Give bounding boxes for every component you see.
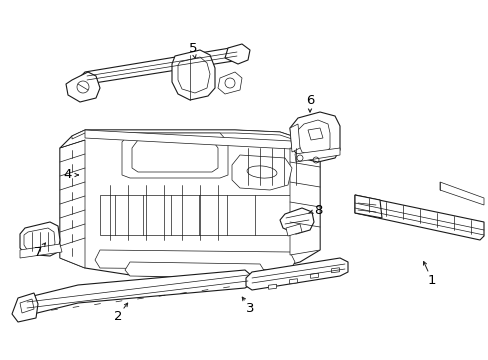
Polygon shape bbox=[224, 44, 249, 64]
Polygon shape bbox=[294, 148, 339, 162]
Text: 4: 4 bbox=[63, 168, 72, 181]
Polygon shape bbox=[60, 140, 85, 268]
Polygon shape bbox=[245, 258, 347, 290]
Text: 7: 7 bbox=[34, 246, 42, 258]
Text: 8: 8 bbox=[313, 203, 322, 216]
Polygon shape bbox=[231, 155, 291, 190]
Polygon shape bbox=[280, 208, 313, 234]
Polygon shape bbox=[289, 148, 319, 255]
Text: 1: 1 bbox=[427, 274, 435, 287]
Polygon shape bbox=[289, 112, 339, 162]
Polygon shape bbox=[132, 140, 218, 172]
Text: 3: 3 bbox=[245, 302, 254, 315]
Polygon shape bbox=[85, 130, 309, 150]
Polygon shape bbox=[100, 195, 299, 235]
Text: 6: 6 bbox=[305, 94, 314, 107]
Ellipse shape bbox=[246, 166, 276, 178]
Text: 2: 2 bbox=[114, 310, 122, 323]
Polygon shape bbox=[20, 244, 62, 258]
Polygon shape bbox=[12, 293, 38, 322]
Polygon shape bbox=[172, 50, 215, 100]
Polygon shape bbox=[20, 222, 60, 256]
Polygon shape bbox=[60, 130, 319, 278]
Polygon shape bbox=[66, 72, 100, 102]
Polygon shape bbox=[178, 57, 209, 93]
Polygon shape bbox=[289, 279, 297, 284]
Polygon shape bbox=[354, 195, 483, 240]
Polygon shape bbox=[18, 270, 251, 316]
Polygon shape bbox=[354, 195, 381, 218]
Polygon shape bbox=[72, 130, 319, 155]
Polygon shape bbox=[331, 268, 339, 273]
Text: 5: 5 bbox=[188, 41, 197, 54]
Polygon shape bbox=[125, 262, 264, 278]
Polygon shape bbox=[289, 124, 299, 152]
Polygon shape bbox=[285, 224, 302, 236]
Polygon shape bbox=[95, 250, 294, 270]
Polygon shape bbox=[268, 284, 276, 289]
Polygon shape bbox=[24, 228, 55, 253]
Polygon shape bbox=[439, 182, 483, 205]
Polygon shape bbox=[297, 120, 329, 156]
Polygon shape bbox=[307, 128, 323, 140]
Polygon shape bbox=[310, 273, 318, 278]
Polygon shape bbox=[75, 48, 240, 88]
Polygon shape bbox=[20, 299, 34, 313]
Polygon shape bbox=[122, 133, 227, 178]
Polygon shape bbox=[218, 72, 242, 94]
